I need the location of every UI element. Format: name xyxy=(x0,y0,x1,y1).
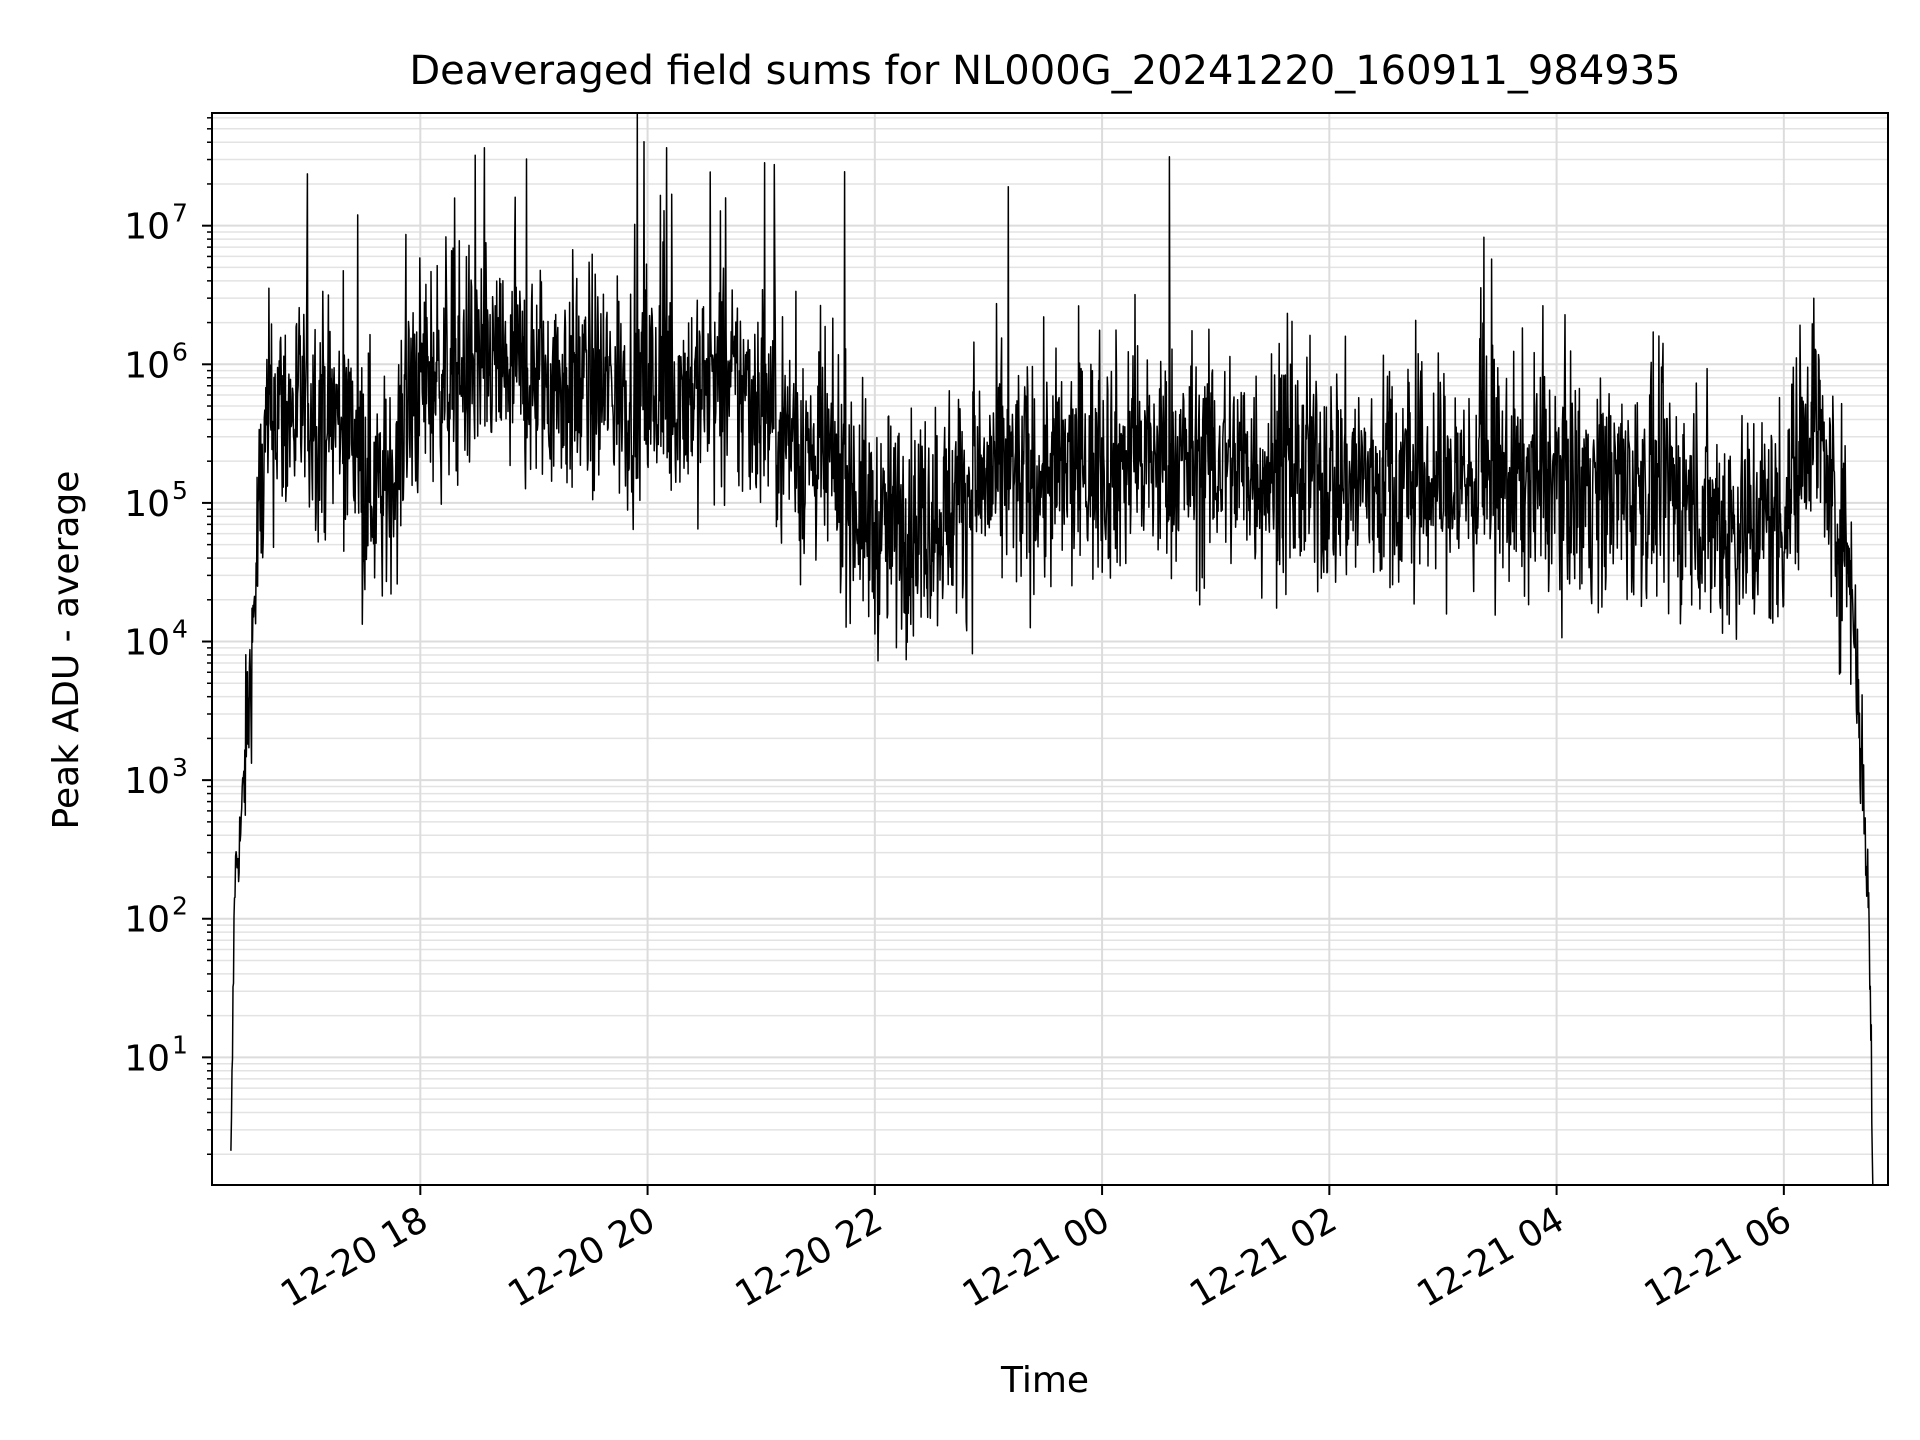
y-tick-label: 10 xyxy=(124,900,170,941)
x-axis-label: Time xyxy=(1000,1360,1089,1401)
y-tick-label: 10 xyxy=(124,623,170,664)
y-tick-label: 10 xyxy=(124,207,170,248)
y-tick-exponent: 6 xyxy=(172,337,188,366)
y-axis-label: Peak ADU - average xyxy=(46,471,87,830)
y-tick-exponent: 2 xyxy=(172,892,188,921)
y-tick-exponent: 4 xyxy=(172,615,188,644)
chart-title: Deaveraged field sums for NL000G_2024122… xyxy=(409,48,1680,94)
plot-area-frame xyxy=(211,112,1889,1186)
series-line xyxy=(230,112,1874,1186)
y-tick-label: 10 xyxy=(124,761,170,802)
gridlines xyxy=(212,113,1888,1185)
y-tick-label: 10 xyxy=(124,484,170,525)
y-tick-exponent: 7 xyxy=(172,199,188,228)
y-tick-label: 10 xyxy=(124,1038,170,1079)
y-tick-exponent: 5 xyxy=(172,476,188,505)
y-tick-exponent: 1 xyxy=(172,1030,188,1059)
y-tick-exponent: 3 xyxy=(172,753,188,782)
y-tick-label: 10 xyxy=(124,345,170,386)
series-path xyxy=(230,112,1874,1186)
